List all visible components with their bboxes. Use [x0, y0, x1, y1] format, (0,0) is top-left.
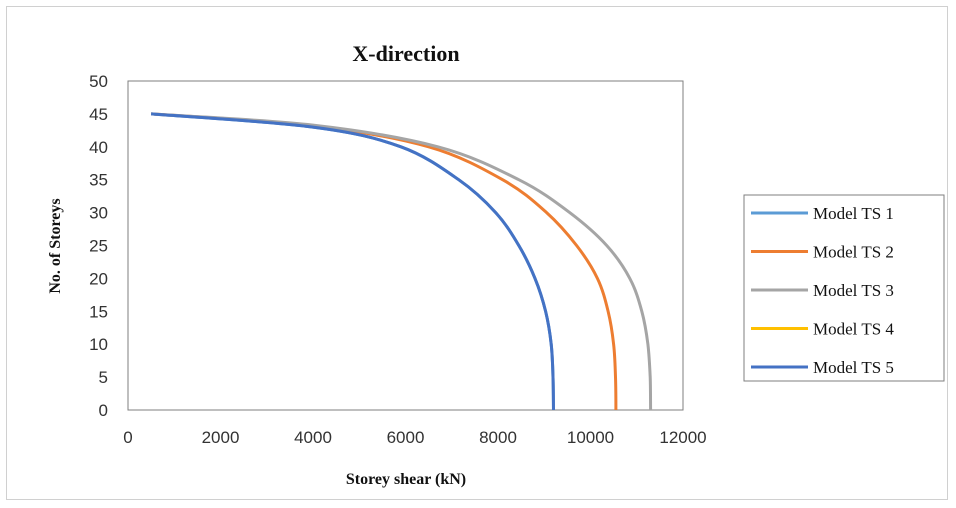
y-tick-label: 50 — [89, 72, 108, 91]
x-tick-label: 0 — [123, 428, 132, 447]
y-tick-label: 20 — [89, 269, 108, 288]
series-line-model-ts-2 — [150, 112, 618, 411]
x-axis-label: Storey shear (kN) — [346, 471, 466, 488]
y-tick-label: 35 — [89, 171, 108, 190]
x-tick-label: 8000 — [479, 428, 517, 447]
legend-label-model-ts-5: Model TS 5 — [813, 358, 894, 377]
legend: Model TS 1 Model TS 2 Model TS 3 Model TS 4… — [751, 204, 894, 377]
x-tick-label: 10000 — [567, 428, 614, 447]
series-line-model-ts-5 — [150, 112, 555, 411]
x-tick-label: 12000 — [659, 428, 706, 447]
plot-area — [127, 80, 684, 411]
y-tick-label: 5 — [99, 368, 108, 387]
legend-label-model-ts-3: Model TS 3 — [813, 281, 894, 300]
x-tick-label: 2000 — [202, 428, 240, 447]
y-tick-label: 15 — [89, 302, 108, 321]
x-tick-label: 6000 — [387, 428, 425, 447]
legend-label-model-ts-1: Model TS 1 — [813, 204, 894, 223]
legend-label-model-ts-2: Model TS 2 — [813, 243, 894, 262]
y-tick-label: 10 — [89, 335, 108, 354]
y-tick-label: 25 — [89, 237, 108, 256]
x-tick-label: 4000 — [294, 428, 332, 447]
legend-label-model-ts-4: Model TS 4 — [813, 320, 894, 339]
y-tick-label: 30 — [89, 204, 108, 223]
y-axis-ticks: 0 5 10 15 20 25 30 35 40 45 50 — [89, 72, 108, 420]
series-line-model-ts-1 — [150, 112, 555, 411]
series-layer — [150, 112, 653, 411]
series-line-model-ts-3 — [150, 112, 653, 411]
legend-box — [743, 194, 945, 382]
y-axis-label: No. of Storeys — [47, 198, 64, 293]
y-tick-label: 0 — [99, 401, 108, 420]
chart-title: X-direction — [352, 41, 459, 66]
y-tick-label: 40 — [89, 138, 108, 157]
y-tick-label: 45 — [89, 105, 108, 124]
x-axis-ticks: 0 2000 4000 6000 8000 10000 12000 — [123, 428, 706, 447]
